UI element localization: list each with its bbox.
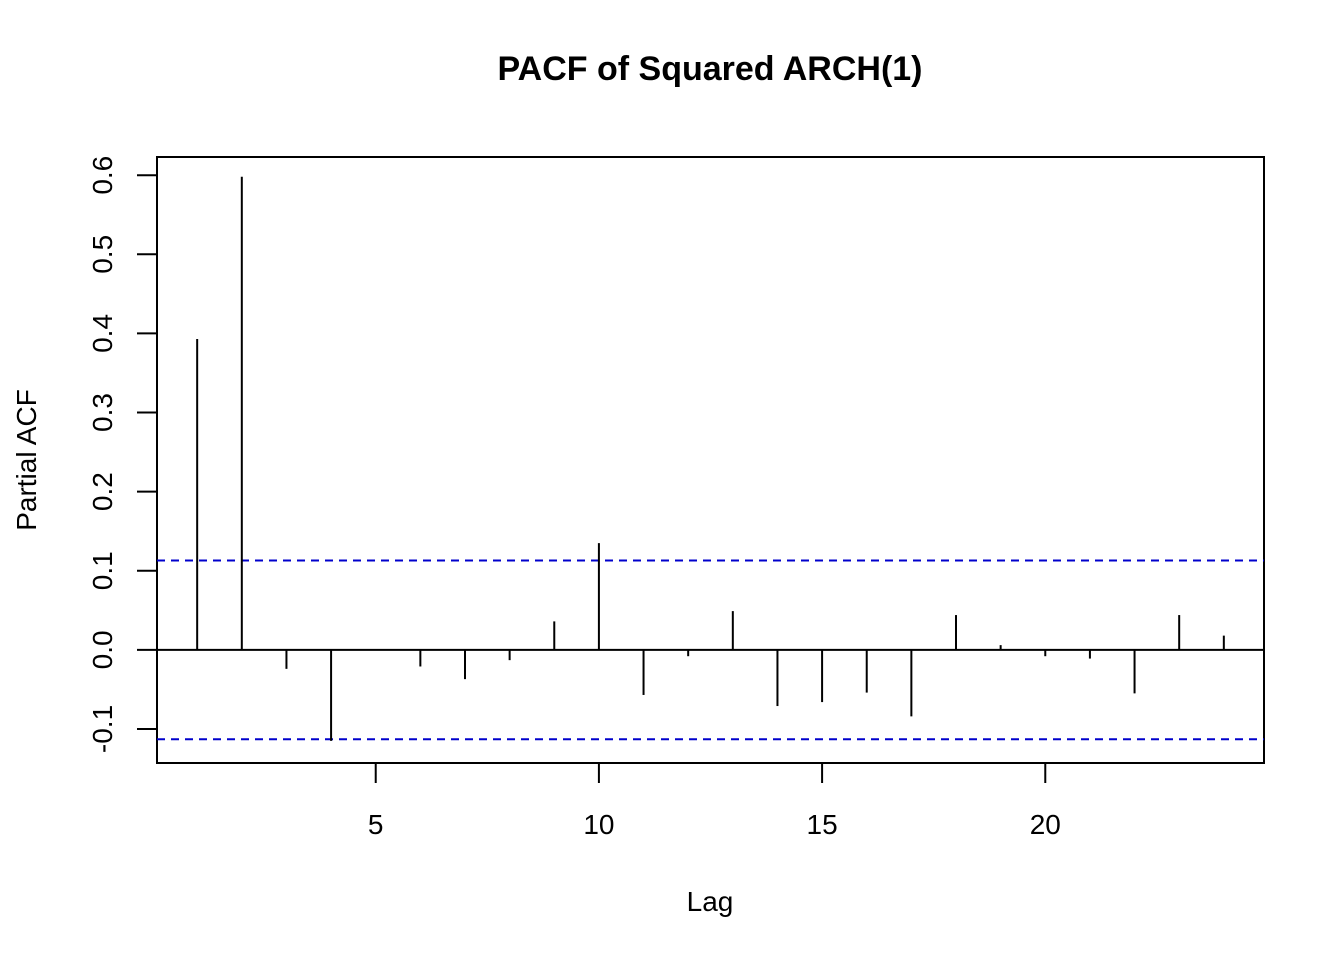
x-tick-label: 5 [368, 809, 384, 840]
y-tick-label: 0.5 [87, 235, 118, 274]
plot-area: 5 10 15 20 -0.1 0.0 0.1 0.2 0.3 0.4 0.5 0.6 [87, 156, 1265, 840]
x-tick-label: 15 [807, 809, 838, 840]
y-tick-label: 0.3 [87, 393, 118, 432]
y-tick-label: 0.4 [87, 314, 118, 353]
y-tick-label: 0.0 [87, 630, 118, 669]
y-tick-label: 0.1 [87, 551, 118, 590]
y-axis-label: Partial ACF [11, 389, 42, 531]
y-tick-label: -0.1 [87, 705, 118, 753]
x-tick-label: 20 [1030, 809, 1061, 840]
y-tick-label: 0.2 [87, 472, 118, 511]
y-tick-label: 0.6 [87, 156, 118, 195]
plot-frame [156, 156, 1265, 764]
chart-title: PACF of Squared ARCH(1) [498, 50, 923, 88]
x-tick-label: 10 [583, 809, 614, 840]
x-axis-label: Lag [687, 886, 734, 917]
